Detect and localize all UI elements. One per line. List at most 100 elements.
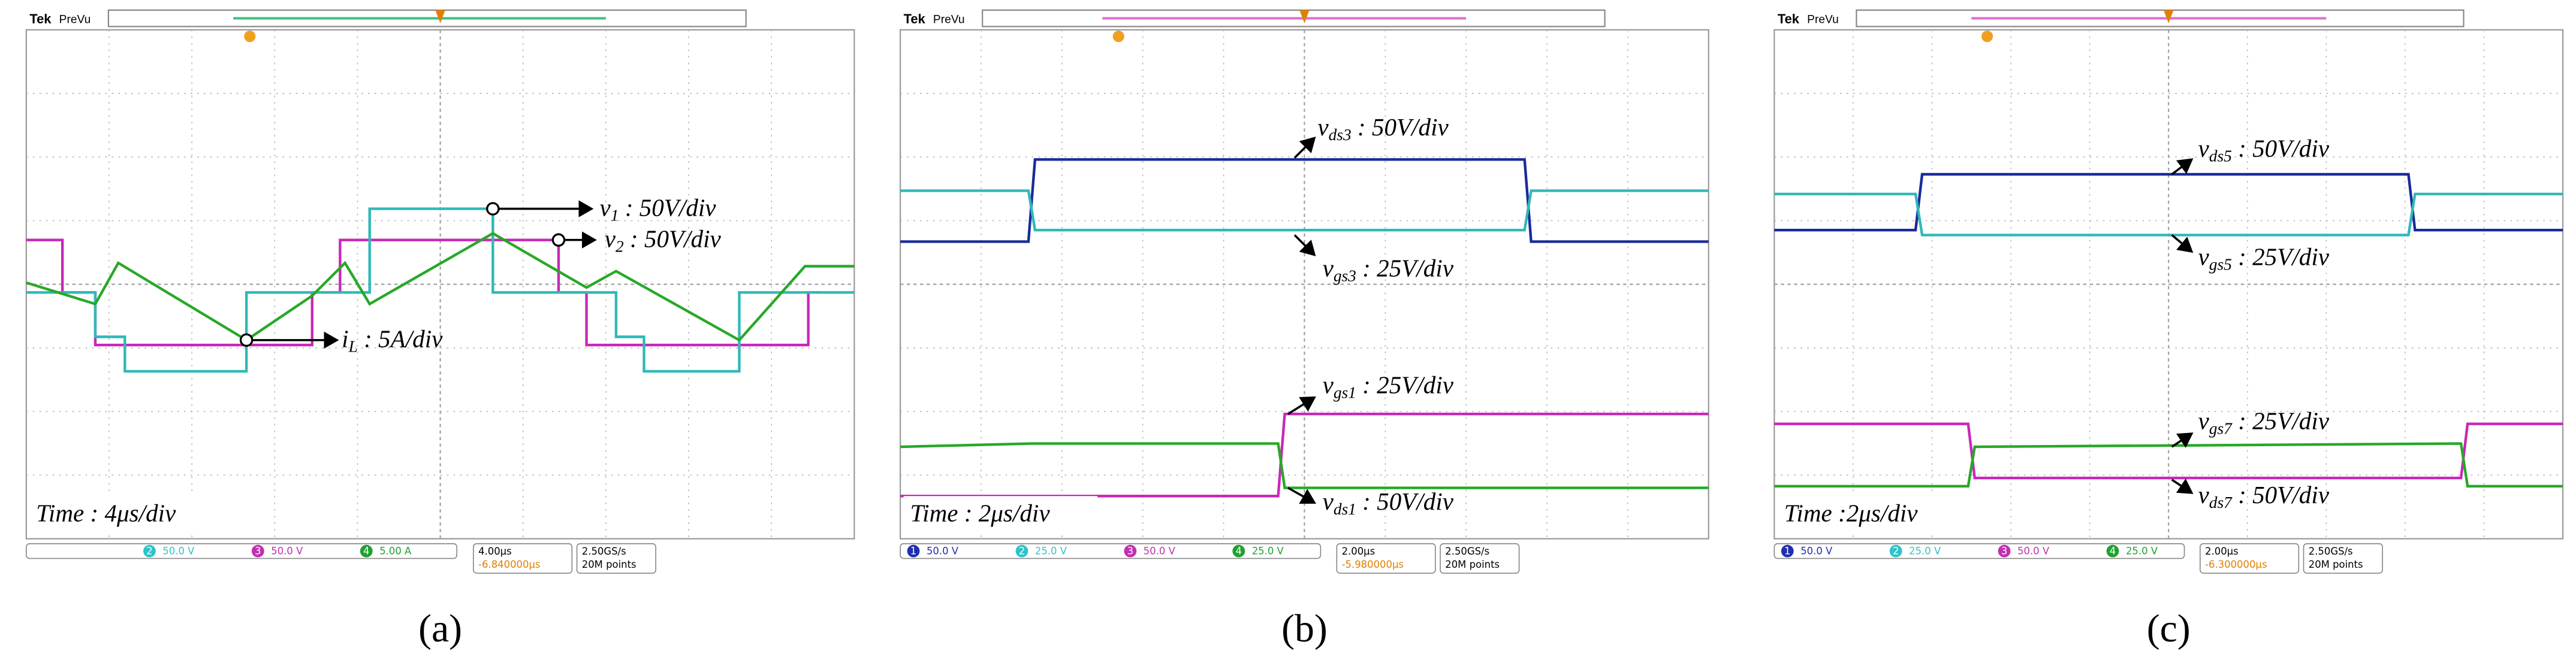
annotation-text: : 25V/div	[1356, 255, 1454, 282]
mode: PreVu	[1807, 13, 1839, 26]
status-bar	[900, 543, 1322, 559]
trigger-icon	[1112, 31, 1124, 43]
annotation-var: v	[2198, 407, 2210, 435]
annotation-text: : 25V/div	[2232, 407, 2330, 435]
trace	[1774, 442, 2563, 488]
sample-rate: 2.50GS/s	[582, 546, 626, 557]
trace	[26, 232, 855, 342]
annotation-arrow	[1287, 396, 1316, 415]
trigger-marker	[1299, 10, 1310, 23]
annotation: v2 : 50V/div	[605, 225, 722, 256]
annotation-arrow	[1293, 234, 1316, 256]
channel-badge	[143, 544, 156, 558]
trigger-position: -5.980000μs	[1342, 559, 1404, 570]
annotation-arrow	[2171, 432, 2194, 448]
annotation-text: : 50V/div	[2232, 481, 2330, 508]
annotation-var: v	[2198, 243, 2210, 271]
time-scale: Time : 4μs/div	[36, 500, 176, 527]
annotation-text: : 50V/div	[1356, 488, 1454, 515]
trace	[900, 189, 1709, 232]
annotation-sub: 1	[611, 207, 619, 225]
rate-box	[576, 543, 656, 574]
channel-number: 2	[146, 545, 152, 556]
channel-badge	[251, 544, 264, 558]
annotation-sub: gs3	[1334, 267, 1356, 285]
channel-number: 4	[363, 545, 369, 556]
channel-number: 4	[2110, 545, 2116, 556]
annotation: vds7 : 50V/div	[2198, 481, 2330, 511]
annotation-arrow	[2171, 234, 2194, 253]
channel-scale: 50.0 V	[927, 545, 959, 556]
trigger-marker	[435, 10, 445, 23]
timebase-box	[1336, 543, 1436, 574]
annotation: v1 : 50V/div	[599, 194, 716, 225]
annotation-var: v	[605, 225, 616, 253]
channel-badge	[1998, 544, 2011, 558]
annotation-arrow	[2171, 479, 2194, 494]
record-length: 20M points	[582, 559, 637, 570]
channel-scale: 25.0 V	[2126, 545, 2158, 556]
channel-badge	[1124, 544, 1137, 558]
annotation-sub: L	[348, 338, 358, 356]
channel-badge	[1232, 544, 1245, 558]
channel-number: 4	[1236, 545, 1242, 556]
channel-scale: 50.0 V	[1800, 545, 1833, 556]
probe-point	[486, 202, 500, 216]
probe-point	[239, 333, 254, 347]
annotation: iL : 5A/div	[342, 325, 443, 356]
annotation: vgs1 : 25V/div	[1323, 371, 1454, 402]
channel-number: 3	[1127, 545, 1133, 556]
time-scale: Time :2μs/div	[1784, 500, 1919, 527]
brand: Tek	[904, 11, 926, 26]
trace	[26, 207, 855, 373]
trace	[1774, 192, 2563, 237]
mode: PreVu	[933, 13, 965, 26]
annotation-text: : 25V/div	[1356, 371, 1454, 399]
annotation-var: v	[1317, 113, 1329, 141]
trigger-icon	[1981, 31, 1993, 43]
trace	[1774, 422, 2563, 480]
time-box	[903, 496, 1098, 532]
channel-scale: 50.0 V	[271, 545, 303, 556]
trigger-position: -6.840000μs	[478, 559, 540, 570]
trace	[1774, 172, 2563, 232]
annotation-var: v	[2198, 135, 2210, 162]
channel-badge	[360, 544, 373, 558]
annotation-sub: ds1	[1334, 500, 1356, 518]
subfigure-label: (c)	[2147, 607, 2191, 650]
annotation-text: : 25V/div	[2232, 243, 2330, 271]
annotation-text: : 5A/div	[358, 325, 443, 353]
annotation-var: v	[1323, 371, 1334, 399]
timebase-box	[473, 543, 573, 574]
annotation-sub: ds7	[2209, 494, 2233, 511]
annotation-sub: gs1	[1334, 384, 1356, 402]
brand: Tek	[29, 11, 52, 26]
channel-number: 2	[1893, 545, 1899, 556]
annotation-sub: ds5	[2209, 147, 2232, 165]
channel-badge	[2106, 544, 2119, 558]
channel-badge	[907, 544, 920, 558]
record-length: 20M points	[2309, 559, 2363, 570]
trace	[900, 158, 1709, 243]
time-scale: Time : 2μs/div	[910, 500, 1051, 527]
channel-scale: 5.00 A	[379, 545, 412, 556]
annotation-sub: ds3	[1329, 126, 1352, 144]
annotation-sub: gs5	[2209, 256, 2232, 274]
trace	[900, 442, 1709, 489]
annotation-var: i	[342, 325, 348, 353]
channel-scale: 25.0 V	[1909, 545, 1941, 556]
timebase-box	[2200, 543, 2300, 574]
annotation-text: : 50V/div	[619, 194, 716, 222]
record-length: 20M points	[1445, 559, 1500, 570]
channel-number: 1	[910, 545, 916, 556]
annotation: vds3 : 50V/div	[1317, 113, 1449, 144]
subfigure-label: (a)	[418, 607, 462, 650]
annotation-text: : 50V/div	[2232, 135, 2330, 162]
annotation: vgs7 : 25V/div	[2198, 407, 2330, 438]
channel-number: 2	[1019, 545, 1025, 556]
channel-scale: 50.0 V	[2017, 545, 2050, 556]
annotation-sub: gs7	[2209, 420, 2233, 438]
